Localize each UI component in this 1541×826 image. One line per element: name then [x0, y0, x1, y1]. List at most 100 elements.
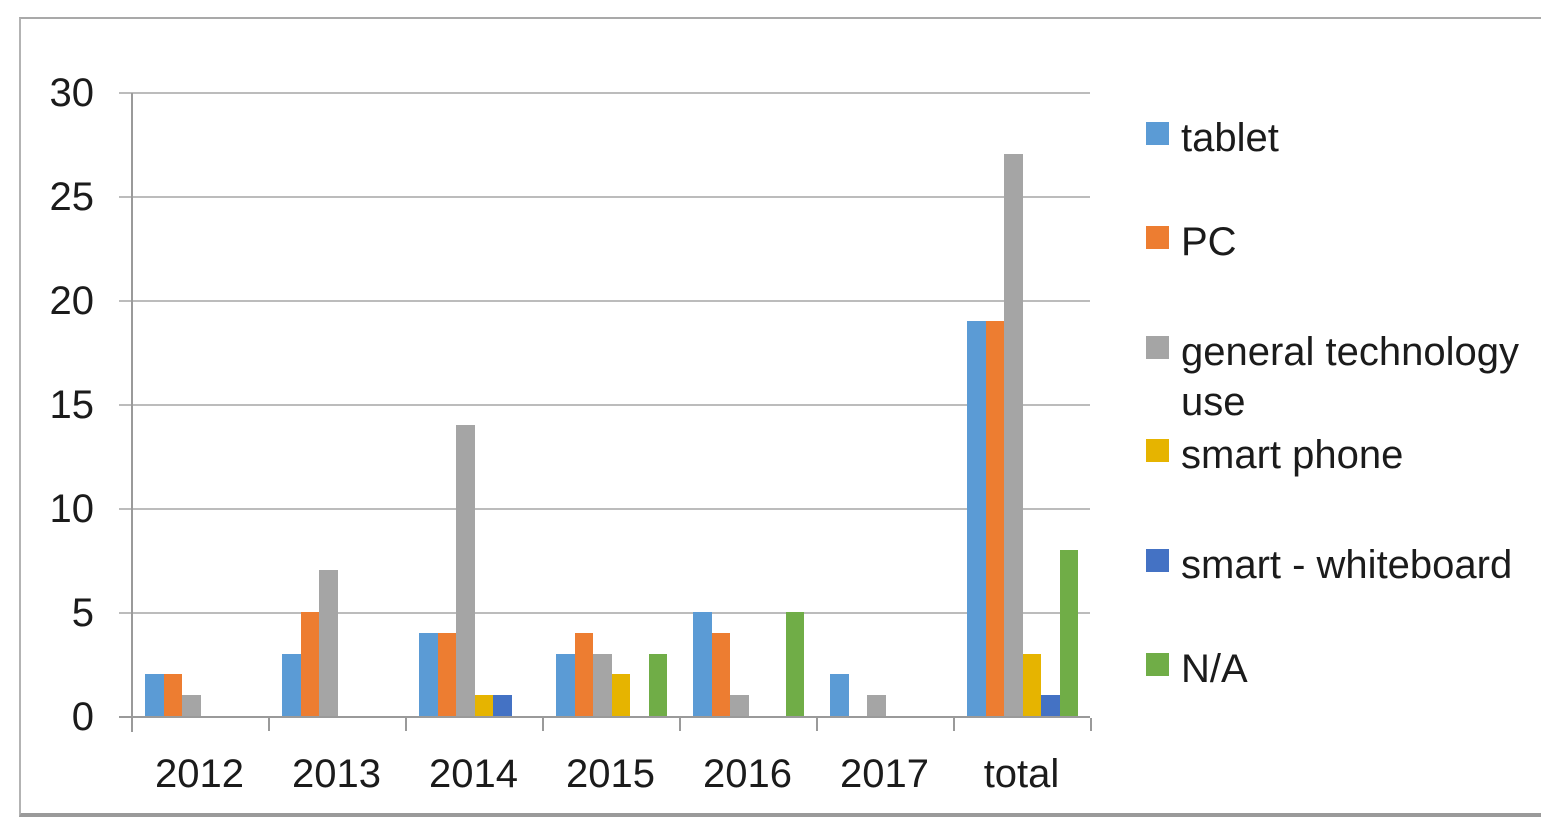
bar-slot [904, 93, 923, 716]
legend-swatch-icon [1146, 226, 1169, 249]
x-axis-tick [953, 718, 955, 731]
bar-slot [456, 93, 475, 716]
bar-slot [282, 93, 301, 716]
bar-slot [163, 93, 182, 716]
bar-group-2013 [269, 93, 406, 716]
x-axis-category-label: 2016 [703, 752, 792, 796]
bar-slot [711, 93, 730, 716]
bar-slot [630, 93, 649, 716]
bar-general-technology-use-2016 [730, 695, 749, 716]
bar-slot [593, 93, 612, 716]
legend-swatch-icon [1146, 336, 1169, 359]
legend-item-general-technology-use: general technology use [1146, 327, 1541, 427]
bar-slot [967, 93, 986, 716]
legend-swatch-icon [1146, 439, 1169, 462]
x-axis-tick [131, 718, 133, 731]
legend-swatch-icon [1146, 549, 1169, 572]
bar-tablet-2013 [282, 654, 301, 716]
bar-smart-phone-2014 [474, 695, 493, 716]
y-gridline [119, 92, 1090, 94]
y-gridline [119, 300, 1090, 302]
y-gridline [119, 508, 1090, 510]
bar-slot [319, 93, 338, 716]
y-axis-line [131, 93, 133, 732]
legend-item-smart-whiteboard: smart - whiteboard [1146, 540, 1541, 590]
x-axis-tick [542, 718, 544, 731]
bar-slot [437, 93, 456, 716]
legend-label: N/A [1181, 647, 1248, 691]
bar-smart-whiteboard-total [1041, 695, 1060, 716]
legend-swatch-icon [1146, 653, 1169, 676]
bar-pc-total [985, 321, 1004, 716]
bar-slot [849, 93, 868, 716]
bar-smart-phone-2015 [611, 674, 630, 716]
bar-tablet-2016 [693, 612, 712, 716]
bar-group-2015 [543, 93, 680, 716]
bar-tablet-total [967, 321, 986, 716]
bar-smart-phone-total [1022, 654, 1041, 716]
bar-group-2016 [680, 93, 817, 716]
bar-general-technology-use-2015 [593, 654, 612, 716]
y-axis-tick-label: 20 [49, 279, 95, 323]
bar-slot [830, 93, 849, 716]
x-axis-line [119, 716, 1090, 718]
bar-slot [730, 93, 749, 716]
bar-pc-2016 [711, 633, 730, 716]
x-axis-category-label: 2015 [566, 752, 655, 796]
x-axis-tick [816, 718, 818, 731]
bar-smart-whiteboard-2014 [493, 695, 512, 716]
bar-slot [300, 93, 319, 716]
bar-slot [648, 93, 667, 716]
x-axis-tick [268, 718, 270, 731]
bar-slot [1059, 93, 1078, 716]
x-axis-category-label: 2014 [429, 752, 518, 796]
bar-general-technology-use-2013 [319, 570, 338, 716]
y-axis-tick-label: 25 [49, 175, 95, 219]
bar-slot [493, 93, 512, 716]
x-axis-tick [405, 718, 407, 731]
legend-label: smart phone [1181, 433, 1404, 477]
bar-tablet-2017 [830, 674, 849, 716]
bar-slot [785, 93, 804, 716]
bar-slot [182, 93, 201, 716]
bar-group-2012 [132, 93, 269, 716]
y-axis-tick-label: 5 [71, 591, 94, 635]
bar-n-a-total [1059, 550, 1078, 716]
bar-slot [201, 93, 220, 716]
bar-slot [338, 93, 357, 716]
legend-label: PC [1181, 220, 1237, 264]
bar-slot [474, 93, 493, 716]
legend-item-n-a: N/A [1146, 644, 1541, 694]
bar-general-technology-use-2012 [182, 695, 201, 716]
bar-slot [1041, 93, 1060, 716]
x-axis-category-label: total [983, 752, 1060, 796]
legend-item-smart-phone: smart phone [1146, 430, 1541, 480]
bar-slot [238, 93, 257, 716]
bar-slot [1004, 93, 1023, 716]
bar-slot [886, 93, 905, 716]
bar-slot [375, 93, 394, 716]
y-axis-tick-label: 0 [71, 695, 94, 739]
x-axis-category-label: 2017 [840, 752, 929, 796]
bar-slot [693, 93, 712, 716]
bar-slot [556, 93, 575, 716]
bar-group-2014 [406, 93, 543, 716]
y-axis-tick-label: 30 [49, 71, 95, 115]
bar-slot [512, 93, 531, 716]
legend-label: smart - whiteboard [1181, 543, 1513, 587]
bar-pc-2015 [574, 633, 593, 716]
bar-pc-2014 [437, 633, 456, 716]
bar-slot [985, 93, 1004, 716]
x-axis-tick [679, 718, 681, 731]
bar-general-technology-use-2017 [867, 695, 886, 716]
bar-tablet-2012 [145, 674, 164, 716]
bar-pc-2012 [163, 674, 182, 716]
y-axis-tick-label: 10 [49, 487, 95, 531]
bar-slot [145, 93, 164, 716]
bar-group-total [954, 93, 1091, 716]
x-axis-category-label: 2013 [292, 752, 381, 796]
legend-item-pc: PC [1146, 217, 1541, 267]
bar-slot [923, 93, 942, 716]
bar-slot [867, 93, 886, 716]
